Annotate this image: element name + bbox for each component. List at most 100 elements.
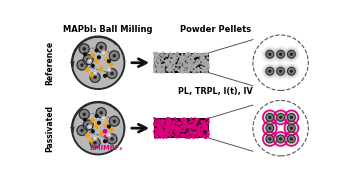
- Point: [176, 63, 181, 66]
- Point: [152, 58, 158, 61]
- Point: [156, 65, 162, 68]
- Circle shape: [79, 109, 89, 119]
- Point: [200, 67, 206, 70]
- Point: [196, 60, 202, 63]
- Point: [178, 61, 184, 64]
- Point: [204, 65, 209, 68]
- Point: [169, 58, 175, 61]
- Point: [186, 68, 191, 71]
- Point: [157, 68, 163, 71]
- Point: [175, 121, 181, 124]
- Point: [196, 62, 202, 65]
- Point: [156, 64, 162, 67]
- Point: [194, 120, 200, 123]
- Point: [186, 69, 192, 72]
- Point: [188, 120, 194, 123]
- Point: [185, 133, 190, 136]
- Point: [187, 126, 193, 129]
- Circle shape: [253, 100, 308, 156]
- Point: [168, 125, 173, 128]
- Point: [175, 52, 181, 55]
- Point: [201, 63, 207, 66]
- Point: [175, 66, 181, 69]
- Point: [188, 62, 194, 65]
- Point: [190, 54, 196, 57]
- Point: [156, 128, 162, 131]
- Point: [164, 117, 170, 120]
- Point: [158, 121, 164, 124]
- Point: [194, 61, 199, 64]
- Point: [186, 63, 192, 66]
- Point: [159, 131, 165, 134]
- Point: [155, 71, 160, 74]
- Point: [204, 53, 210, 56]
- Point: [176, 61, 182, 64]
- Point: [172, 57, 178, 60]
- Point: [195, 67, 201, 70]
- Point: [157, 119, 162, 122]
- Point: [203, 60, 209, 63]
- Point: [151, 64, 157, 67]
- Point: [196, 127, 202, 130]
- Point: [197, 53, 202, 56]
- Point: [179, 133, 185, 136]
- Point: [154, 132, 160, 135]
- Circle shape: [265, 134, 275, 144]
- Point: [160, 52, 166, 55]
- Point: [180, 53, 185, 56]
- Point: [169, 129, 175, 132]
- Point: [196, 61, 202, 64]
- Point: [194, 62, 200, 65]
- Point: [194, 53, 199, 56]
- Point: [178, 136, 184, 139]
- Point: [189, 130, 195, 133]
- Point: [174, 119, 180, 122]
- Point: [200, 132, 206, 135]
- Point: [160, 120, 165, 123]
- Point: [172, 121, 177, 124]
- Point: [187, 124, 192, 127]
- Point: [187, 69, 192, 72]
- Point: [169, 53, 174, 56]
- Point: [164, 62, 170, 65]
- Point: [191, 123, 197, 126]
- Point: [205, 134, 211, 137]
- Point: [173, 68, 178, 71]
- Point: [151, 132, 157, 135]
- Point: [182, 58, 187, 61]
- Point: [182, 129, 188, 132]
- Point: [171, 55, 177, 58]
- Circle shape: [264, 111, 276, 124]
- Point: [166, 119, 172, 122]
- Circle shape: [266, 114, 274, 121]
- Point: [158, 127, 163, 130]
- Point: [154, 123, 159, 126]
- Point: [171, 64, 177, 67]
- Point: [204, 71, 210, 74]
- Point: [182, 126, 188, 129]
- Point: [165, 124, 171, 127]
- Point: [180, 55, 186, 58]
- Point: [205, 60, 211, 63]
- Point: [170, 125, 176, 128]
- Point: [165, 59, 171, 62]
- Point: [185, 63, 191, 66]
- Circle shape: [276, 66, 286, 76]
- Circle shape: [284, 64, 299, 79]
- Point: [190, 64, 196, 67]
- Point: [190, 54, 195, 57]
- Point: [166, 117, 172, 120]
- Point: [160, 63, 166, 66]
- Point: [186, 59, 192, 62]
- Point: [158, 131, 164, 134]
- Point: [206, 65, 211, 68]
- Point: [161, 66, 167, 69]
- Circle shape: [95, 115, 98, 117]
- Point: [157, 123, 162, 126]
- Point: [169, 127, 174, 130]
- Circle shape: [280, 116, 281, 118]
- Point: [191, 132, 197, 135]
- Point: [166, 63, 172, 66]
- FancyBboxPatch shape: [154, 53, 209, 73]
- Point: [198, 65, 204, 68]
